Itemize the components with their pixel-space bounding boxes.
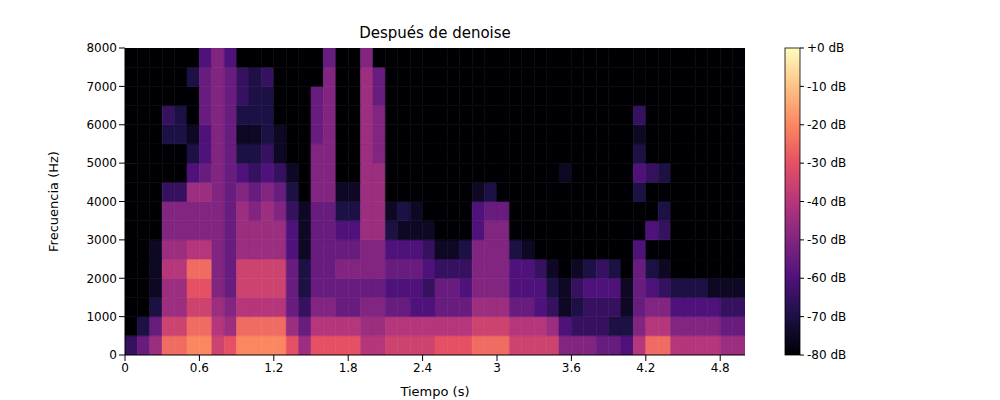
- svg-text:-60 dB: -60 dB: [807, 271, 846, 285]
- svg-text:1.2: 1.2: [264, 361, 283, 375]
- svg-text:3: 3: [493, 361, 501, 375]
- html-text:Después de denoise: Después de denoise: [359, 24, 511, 42]
- svg-text:-20 dB: -20 dB: [807, 118, 846, 132]
- svg-text:0.6: 0.6: [190, 361, 209, 375]
- svg-text:4.2: 4.2: [636, 361, 655, 375]
- svg-text:-10 dB: -10 dB: [807, 80, 846, 94]
- svg-text:-70 dB: -70 dB: [807, 310, 846, 324]
- svg-text:-80 dB: -80 dB: [807, 348, 846, 362]
- svg-text:3.6: 3.6: [562, 361, 581, 375]
- svg-text:2.4: 2.4: [413, 361, 432, 375]
- svg-text:Frecuencia (Hz): Frecuencia (Hz): [46, 151, 61, 252]
- svg-text:1000: 1000: [86, 310, 117, 324]
- svg-text:3000: 3000: [86, 233, 117, 247]
- svg-text:0: 0: [109, 348, 117, 362]
- svg-text:4000: 4000: [86, 195, 117, 209]
- svg-text:-30 dB: -30 dB: [807, 156, 846, 170]
- svg-text:1.8: 1.8: [339, 361, 358, 375]
- svg-text:+0 dB: +0 dB: [807, 41, 844, 55]
- svg-text:2000: 2000: [86, 272, 117, 286]
- svg-text:0: 0: [121, 361, 129, 375]
- svg-text:5000: 5000: [86, 156, 117, 170]
- svg-text:4.8: 4.8: [711, 361, 730, 375]
- svg-text:Tiempo (s): Tiempo (s): [399, 384, 469, 399]
- svg-text:-40 dB: -40 dB: [807, 195, 846, 209]
- svg-text:7000: 7000: [86, 80, 117, 94]
- svg-text:8000: 8000: [86, 41, 117, 55]
- svg-text:6000: 6000: [86, 118, 117, 132]
- svg-text:-50 dB: -50 dB: [807, 233, 846, 247]
